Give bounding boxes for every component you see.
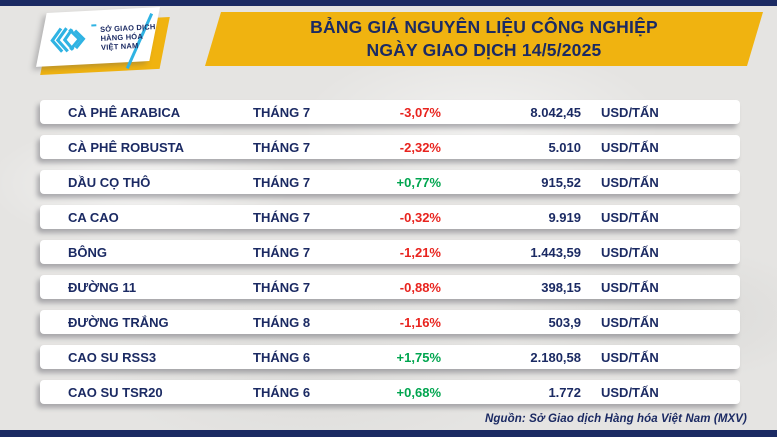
change-percent: -0,32% [399, 209, 441, 225]
price-value: 5.010 [548, 139, 581, 155]
commodity-name: CA CAO [68, 209, 119, 225]
commodity-name: BÔNG [68, 244, 107, 260]
mxv-logo: SỞ GIAO DỊCH HÀNG HÓA VIỆT NAM [45, 12, 157, 64]
price-value: 915,52 [541, 174, 581, 190]
price-unit: USD/TẤN [601, 104, 659, 120]
price-value: 8.042,45 [530, 104, 581, 120]
price-unit: USD/TẤN [601, 139, 659, 155]
top-accent-bar [0, 0, 777, 6]
header-banner: BẢNG GIÁ NGUYÊN LIỆU CÔNG NGHIỆP NGÀY GI… [205, 12, 763, 66]
contract-month: THÁNG 8 [253, 314, 311, 330]
contract-month: THÁNG 7 [253, 279, 311, 295]
price-value: 2.180,58 [530, 349, 581, 365]
table-row: CÀ PHÊ ROBUSTA THÁNG 7 -2,32% 5.010 USD/… [40, 135, 740, 159]
contract-month: THÁNG 6 [253, 349, 311, 365]
commodity-name: CÀ PHÊ ARABICA [68, 104, 181, 120]
source-note: Nguồn: Sở Giao dịch Hàng hóa Việt Nam (M… [484, 413, 747, 425]
contract-month: THÁNG 7 [253, 174, 311, 190]
price-unit: USD/TẤN [601, 244, 659, 260]
price-value: 9.919 [548, 209, 581, 225]
table-row: ĐƯỜNG 11 THÁNG 7 -0,88% 398,15 USD/TẤN [40, 275, 740, 299]
commodity-name: ĐƯỜNG 11 [68, 279, 137, 295]
table-row: ĐƯỜNG TRẮNG THÁNG 8 -1,16% 503,9 USD/TẤN [40, 310, 740, 334]
change-percent: -1,16% [399, 314, 441, 330]
page-title: BẢNG GIÁ NGUYÊN LIỆU CÔNG NGHIỆP [310, 17, 658, 38]
table-row: CAO SU TSR20 THÁNG 6 +0,68% 1.772 USD/TẤ… [40, 380, 740, 404]
price-value: 1.443,59 [530, 244, 581, 260]
commodity-name: ĐƯỜNG TRẮNG [68, 314, 169, 330]
price-unit: USD/TẤN [601, 384, 659, 400]
contract-month: THÁNG 7 [253, 104, 311, 120]
contract-month: THÁNG 7 [253, 209, 311, 225]
change-percent: -0,88% [399, 279, 441, 295]
commodity-name: DẦU CỌ THÔ [68, 174, 151, 190]
logo-dash [90, 24, 96, 27]
mxv-chevrons-icon [50, 27, 86, 53]
contract-month: THÁNG 7 [253, 244, 311, 260]
table-row: BÔNG THÁNG 7 -1,21% 1.443,59 USD/TẤN [40, 240, 740, 264]
table-row: DẦU CỌ THÔ THÁNG 7 +0,77% 915,52 USD/TẤN [40, 170, 740, 194]
price-value: 503,9 [548, 314, 581, 330]
table-row: CÀ PHÊ ARABICA THÁNG 7 -3,07% 8.042,45 U… [40, 100, 740, 124]
commodity-name: CAO SU RSS3 [68, 349, 157, 365]
contract-month: THÁNG 7 [253, 139, 311, 155]
price-table: CÀ PHÊ ARABICA THÁNG 7 -3,07% 8.042,45 U… [40, 100, 740, 415]
price-value: 1.772 [548, 384, 581, 400]
price-unit: USD/TẤN [601, 209, 659, 225]
price-unit: USD/TẤN [601, 279, 659, 295]
change-percent: +0,68% [396, 384, 441, 400]
price-unit: USD/TẤN [601, 314, 659, 330]
change-percent: +0,77% [396, 174, 441, 190]
logo-text: SỞ GIAO DỊCH HÀNG HÓA VIỆT NAM [100, 22, 157, 52]
bottom-accent-bar [0, 430, 777, 437]
change-percent: +1,75% [396, 349, 441, 365]
contract-month: THÁNG 6 [253, 384, 311, 400]
table-row: CA CAO THÁNG 7 -0,32% 9.919 USD/TẤN [40, 205, 740, 229]
commodity-name: CAO SU TSR20 [68, 384, 163, 400]
change-percent: -1,21% [399, 244, 441, 260]
change-percent: -2,32% [399, 139, 441, 155]
commodity-name: CÀ PHÊ ROBUSTA [68, 139, 185, 155]
price-unit: USD/TẤN [601, 349, 659, 365]
price-unit: USD/TẤN [601, 174, 659, 190]
change-percent: -3,07% [399, 104, 441, 120]
table-row: CAO SU RSS3 THÁNG 6 +1,75% 2.180,58 USD/… [40, 345, 740, 369]
price-value: 398,15 [541, 279, 581, 295]
page-subtitle-date: NGÀY GIAO DỊCH 14/5/2025 [366, 40, 602, 60]
